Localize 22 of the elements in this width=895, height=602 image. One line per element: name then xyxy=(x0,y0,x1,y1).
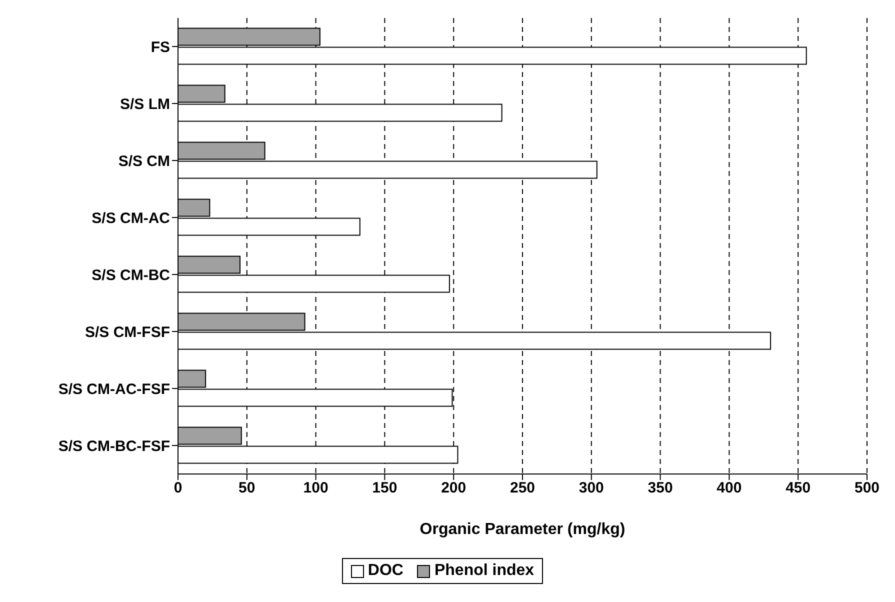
x-tick-label: 400 xyxy=(716,480,742,497)
x-tick-label: 50 xyxy=(238,480,256,497)
x-tick-label: 100 xyxy=(303,480,328,497)
x-tick-label: 500 xyxy=(854,480,880,497)
x-axis-title: Organic Parameter (mg/kg) xyxy=(420,521,626,538)
y-tick-label: S/S CM-BC xyxy=(92,266,170,284)
x-tick-label: 150 xyxy=(372,480,398,497)
legend-label: DOC xyxy=(366,562,404,580)
y-tick-label: S/S CM xyxy=(118,152,170,170)
y-tick-label: S/S CM-FSF xyxy=(85,324,170,341)
y-tick-label: S/S CM-AC xyxy=(92,210,170,227)
x-tick-label: 300 xyxy=(578,480,604,497)
x-tick-label: 200 xyxy=(441,480,466,497)
y-tick-label: S/S LM xyxy=(120,96,170,113)
y-tick-label: FS xyxy=(150,38,170,56)
x-tick-label: 0 xyxy=(174,480,182,497)
legend-label: Phenol index xyxy=(433,562,534,580)
y-tick-label: S/S CM-BC-FSF xyxy=(58,438,170,455)
x-tick-label: 250 xyxy=(510,480,536,497)
x-tick-label: 350 xyxy=(648,480,673,497)
x-tick-label: 450 xyxy=(786,480,811,497)
y-tick-label: S/S CM-AC-FSF xyxy=(58,380,170,398)
